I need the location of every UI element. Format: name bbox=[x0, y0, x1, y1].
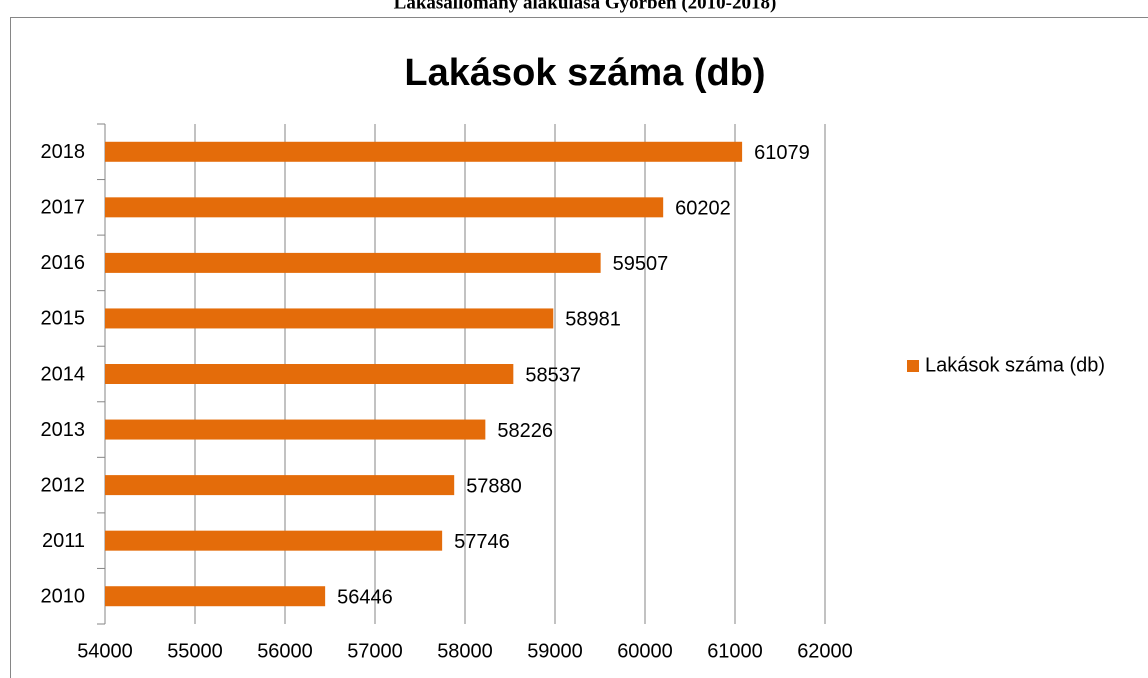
bar bbox=[105, 141, 743, 162]
y-tick-label: 2010 bbox=[41, 586, 86, 608]
data-label: 57746 bbox=[454, 531, 510, 553]
x-tick-label: 60000 bbox=[617, 640, 673, 662]
bar bbox=[105, 252, 601, 273]
x-tick-label: 59000 bbox=[527, 640, 583, 662]
data-label: 60202 bbox=[675, 198, 731, 220]
data-label: 57880 bbox=[466, 475, 522, 497]
y-tick-label: 2016 bbox=[41, 252, 86, 274]
data-label: 58981 bbox=[565, 309, 621, 331]
data-label: 58226 bbox=[497, 420, 553, 442]
x-tick-label: 54000 bbox=[77, 640, 133, 662]
x-tick-label: 56000 bbox=[257, 640, 313, 662]
data-label: 61079 bbox=[754, 142, 810, 164]
caption: Lakásállomány alakulása Győrben (2010-20… bbox=[394, 0, 777, 13]
x-tick-label: 62000 bbox=[797, 640, 853, 662]
bar bbox=[105, 475, 455, 496]
y-tick-label: 2017 bbox=[41, 197, 86, 219]
bar bbox=[105, 364, 514, 384]
y-tick-label: 2015 bbox=[41, 308, 86, 330]
data-label: 58537 bbox=[525, 364, 581, 386]
bar bbox=[105, 308, 554, 329]
bar bbox=[105, 586, 326, 607]
y-tick-label: 2014 bbox=[41, 363, 86, 385]
data-label: 56446 bbox=[337, 587, 393, 609]
bar bbox=[105, 530, 443, 551]
x-tick-label: 58000 bbox=[437, 640, 493, 662]
bar bbox=[105, 197, 664, 218]
chart-frame bbox=[10, 17, 1148, 678]
y-tick-label: 2011 bbox=[42, 530, 85, 552]
data-label: 59507 bbox=[613, 253, 669, 275]
legend-swatch bbox=[907, 360, 919, 372]
y-tick-label: 2012 bbox=[41, 474, 86, 496]
x-tick-label: 57000 bbox=[347, 640, 403, 662]
legend-label: Lakások száma (db) bbox=[925, 354, 1105, 376]
bar bbox=[105, 419, 486, 440]
y-tick-label: 2018 bbox=[41, 141, 86, 163]
y-tick-label: 2013 bbox=[41, 419, 86, 441]
x-tick-label: 55000 bbox=[167, 640, 223, 662]
x-tick-label: 61000 bbox=[707, 640, 763, 662]
chart-title: Lakások száma (db) bbox=[404, 52, 765, 94]
